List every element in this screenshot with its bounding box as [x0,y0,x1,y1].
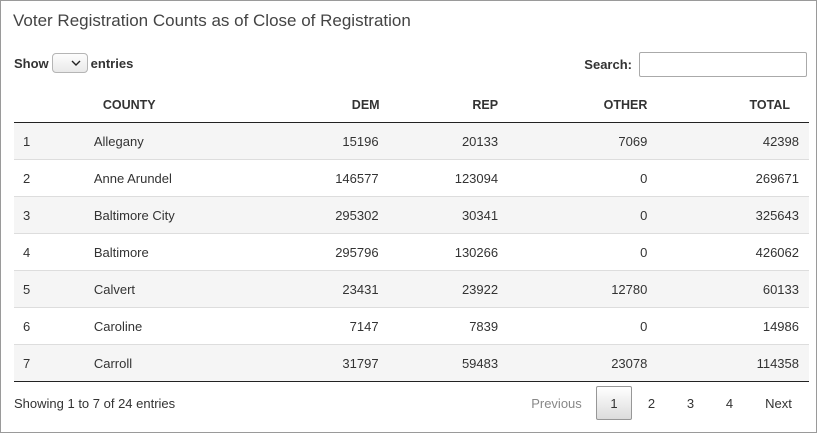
table-row: 5 Calvert 23431 23922 12780 60133 [14,270,809,308]
rep-cell: 59483 [388,344,509,382]
total-cell: 114358 [657,344,809,382]
registration-table: COUNTY DEM REP OTHER TOTAL 1 Allegany 15… [14,87,809,382]
row-index: 2 [14,159,94,197]
entries-length-control: Show entries [14,53,133,73]
show-label: Show [14,55,49,71]
county-cell: Calvert [93,270,306,308]
table-row: 3 Baltimore City 295302 30341 0 325643 [14,196,809,234]
column-header-rep[interactable]: REP [388,87,509,123]
dem-cell: 15196 [305,122,389,160]
page-button-1[interactable]: 1 [596,386,632,420]
column-header-total[interactable]: TOTAL [657,87,809,123]
column-header-index[interactable] [14,87,94,123]
row-index: 5 [14,270,94,308]
row-index: 1 [14,122,94,160]
page-button-2[interactable]: 2 [647,395,656,411]
other-cell: 0 [508,233,658,271]
rep-cell: 7839 [388,307,509,345]
dem-cell: 295796 [305,233,389,271]
other-cell: 0 [508,196,658,234]
entries-label: entries [90,55,134,71]
chevron-down-icon [71,60,81,66]
dem-cell: 31797 [305,344,389,382]
county-cell: Caroline [93,307,306,345]
total-cell: 269671 [657,159,809,197]
county-cell: Baltimore [93,233,306,271]
rep-cell: 23922 [388,270,509,308]
row-index: 6 [14,307,94,345]
total-cell: 426062 [657,233,809,271]
table-row: 1 Allegany 15196 20133 7069 42398 [14,122,809,160]
dem-cell: 146577 [305,159,389,197]
row-index: 4 [14,233,94,271]
column-header-other[interactable]: OTHER [508,87,658,123]
search-label: Search: [584,57,632,72]
rep-cell: 130266 [388,233,509,271]
county-cell: Baltimore City [93,196,306,234]
column-header-county[interactable]: COUNTY [93,87,306,123]
county-cell: Carroll [93,344,306,382]
total-cell: 42398 [657,122,809,160]
table-row: 2 Anne Arundel 146577 123094 0 269671 [14,159,809,197]
other-cell: 12780 [508,270,658,308]
other-cell: 0 [508,307,658,345]
search-control: Search: [584,52,807,77]
total-cell: 14986 [657,307,809,345]
other-cell: 23078 [508,344,658,382]
other-cell: 0 [508,159,658,197]
row-index: 3 [14,196,94,234]
rep-cell: 30341 [388,196,509,234]
dem-cell: 295302 [305,196,389,234]
next-page-button[interactable]: Next [765,395,792,411]
county-cell: Anne Arundel [93,159,306,197]
dem-cell: 23431 [305,270,389,308]
table-row: 4 Baltimore 295796 130266 0 426062 [14,233,809,271]
page-button-3[interactable]: 3 [686,395,695,411]
previous-page-button[interactable]: Previous [531,395,582,411]
table-info: Showing 1 to 7 of 24 entries [14,396,176,411]
table-row: 6 Caroline 7147 7839 0 14986 [14,307,809,345]
other-cell: 7069 [508,122,658,160]
table-row: 7 Carroll 31797 59483 23078 114358 [14,344,809,382]
entries-length-select[interactable] [51,53,88,73]
rep-cell: 20133 [388,122,509,160]
column-header-dem[interactable]: DEM [305,87,389,123]
pagination: Previous 1 2 3 4 Next [517,386,808,420]
total-cell: 325643 [657,196,809,234]
page-button-4[interactable]: 4 [725,395,734,411]
page-title: Voter Registration Counts as of Close of… [13,11,411,30]
search-input[interactable] [639,52,807,77]
total-cell: 60133 [657,270,809,308]
county-cell: Allegany [93,122,306,160]
rep-cell: 123094 [388,159,509,197]
table-header-row: COUNTY DEM REP OTHER TOTAL [14,87,809,123]
row-index: 7 [14,344,94,382]
dem-cell: 7147 [305,307,389,345]
